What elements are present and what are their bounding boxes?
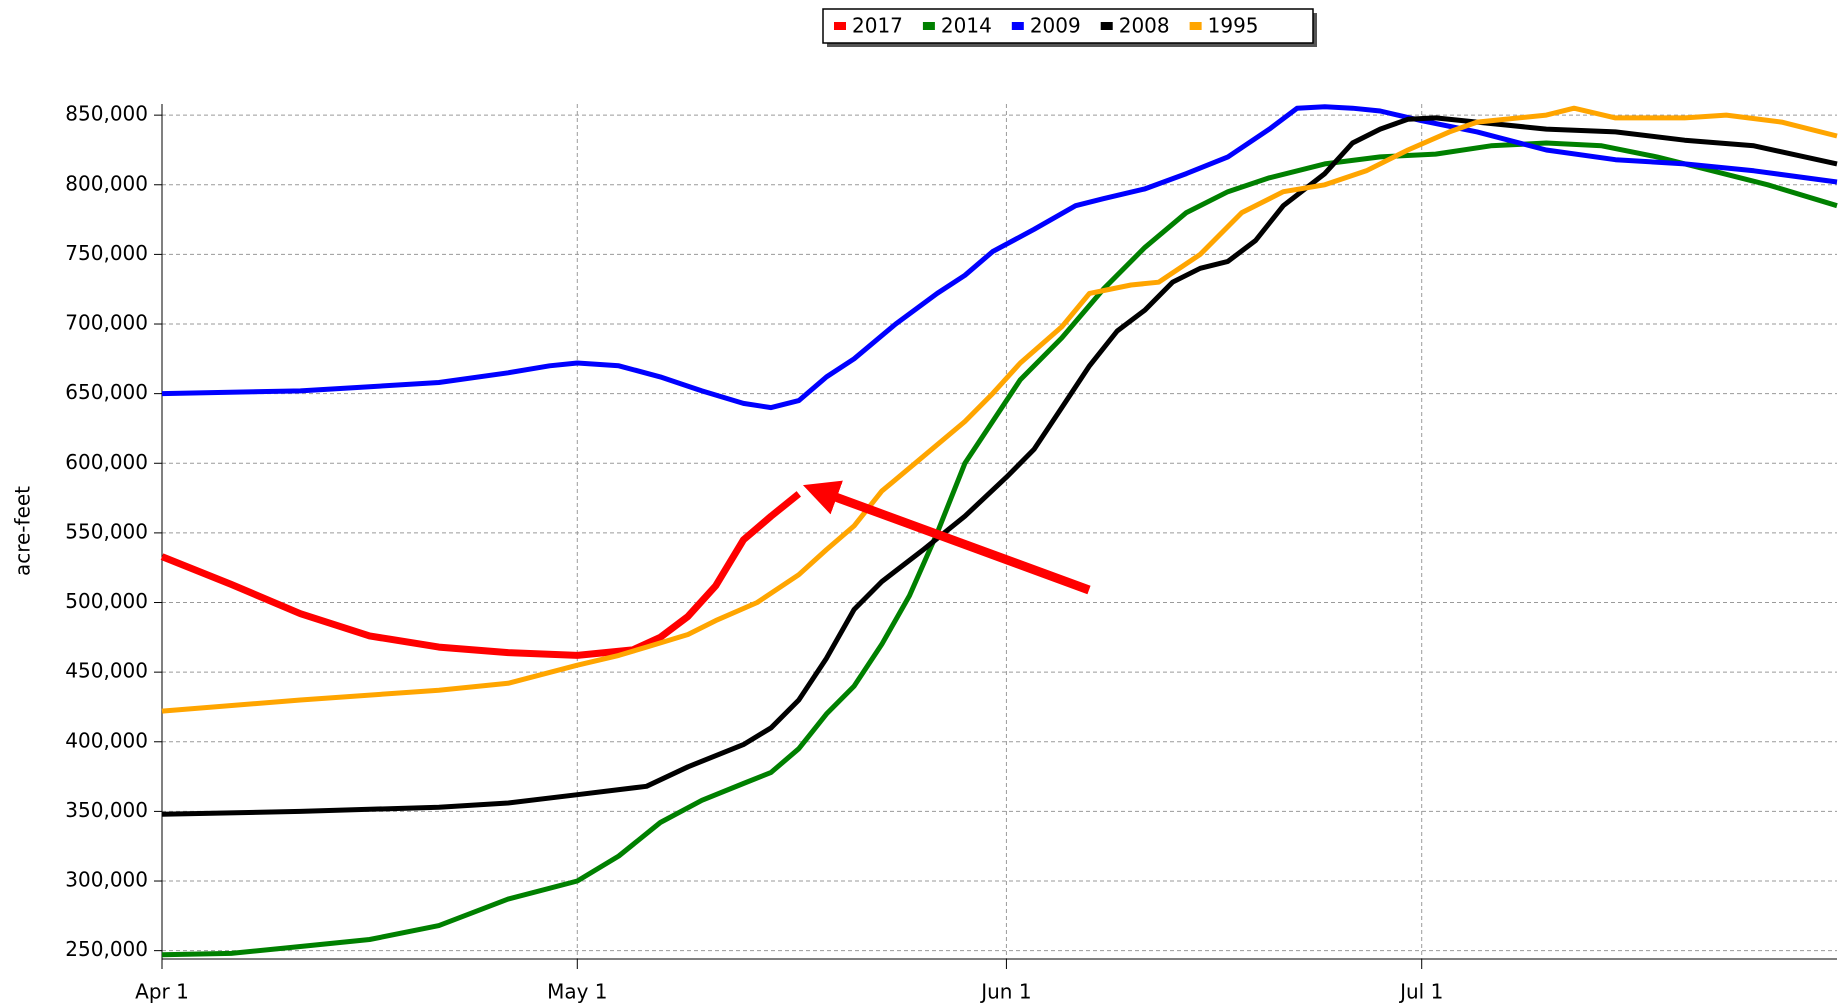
annotation-arrow [802,480,1091,595]
x-tick-label: May 1 [547,980,607,1004]
legend-label: 2014 [941,14,992,38]
y-tick-label: 750,000 [65,241,148,265]
legend-swatch [922,22,935,30]
legend-label: 1995 [1208,14,1259,38]
y-tick-label: 800,000 [65,171,148,195]
x-tick-label: Apr 1 [135,980,189,1004]
y-tick-label: 250,000 [65,937,148,961]
y-tick-label: 400,000 [65,728,148,752]
y-tick-label: 600,000 [65,450,148,474]
y-tick-label: 700,000 [65,311,148,335]
series-line [161,115,1838,817]
y-tick-label: 500,000 [65,589,148,613]
y-tick-label: 450,000 [65,659,148,683]
series-line [161,105,1838,714]
plot-area: 250,000 300,000 350,000 400,000 450,000 500,0… [65,102,1838,1004]
y-tick-label: 850,000 [65,102,148,126]
y-tick-label: 350,000 [65,798,148,822]
series-line [160,491,801,659]
legend-swatch [1100,22,1113,30]
legend-swatch [1011,22,1024,30]
legend-swatch [1189,22,1202,30]
x-tick-label: Jul 1 [1398,980,1443,1004]
legend-label: 2008 [1119,14,1170,38]
y-tick-label: 300,000 [65,868,148,892]
series-line [161,140,1838,958]
y-tick-label: 550,000 [65,519,148,543]
y-axis-label: acre-feet [11,486,35,576]
legend-box [822,8,1314,44]
legend-label: 2009 [1030,14,1081,38]
y-tick-label: 650,000 [65,380,148,404]
legend-label: 2017 [852,14,903,38]
series-line [161,104,1838,411]
legend-swatch [834,22,846,30]
legend: 2017 2014 2009 2008 1995 [822,8,1317,47]
x-tick-label: Jun 1 [979,980,1031,1004]
